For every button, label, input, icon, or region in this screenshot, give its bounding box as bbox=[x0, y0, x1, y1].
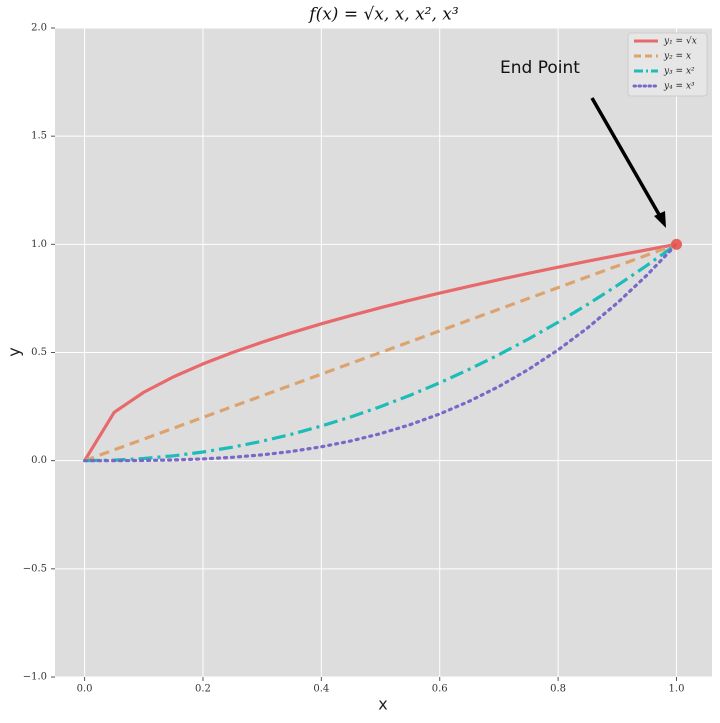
x-tick-label: 0.6 bbox=[432, 684, 448, 695]
legend-label: y₁ = √x bbox=[663, 36, 697, 47]
y-axis-label: y bbox=[5, 347, 24, 356]
x-tick-label: 0.2 bbox=[195, 684, 211, 695]
y-tick-label: −0.5 bbox=[23, 563, 47, 574]
y-tick-label: 1.5 bbox=[31, 131, 47, 142]
legend-label: y₄ = x³ bbox=[663, 82, 695, 92]
legend bbox=[627, 32, 708, 97]
watermark: 知乎 @Gene bbox=[589, 680, 690, 700]
annotation-arrow bbox=[590, 97, 663, 219]
series-line bbox=[83, 242, 677, 462]
series-line bbox=[84, 242, 678, 463]
y-tick-label: −1.0 bbox=[23, 672, 47, 683]
y-tick-label: 2.0 bbox=[31, 23, 47, 34]
legend-label: y₂ = x bbox=[663, 52, 691, 62]
x-tick-label: 0.0 bbox=[77, 684, 93, 695]
series-line bbox=[84, 243, 678, 463]
end-point bbox=[670, 238, 682, 250]
x-tick-label: 0.8 bbox=[550, 684, 566, 695]
x-axis-label: x bbox=[378, 695, 387, 714]
watermark-url: https://blog.csdn.net/qq_41552508 bbox=[562, 704, 702, 713]
y-tick-label: 0.5 bbox=[31, 347, 47, 358]
x-tick-label: 0.4 bbox=[313, 684, 329, 695]
arrow-head bbox=[654, 211, 666, 228]
y-tick-label: 1.0 bbox=[31, 239, 47, 250]
y-tick-label: 0.0 bbox=[31, 455, 47, 466]
annotation-text: End Point bbox=[500, 58, 580, 78]
x-tick-label: 1.0 bbox=[669, 684, 685, 695]
series-line bbox=[82, 242, 679, 463]
legend-label: y₃ = x² bbox=[663, 67, 695, 77]
chart-title: f(x) = √x, x, x², x³ bbox=[307, 5, 459, 25]
